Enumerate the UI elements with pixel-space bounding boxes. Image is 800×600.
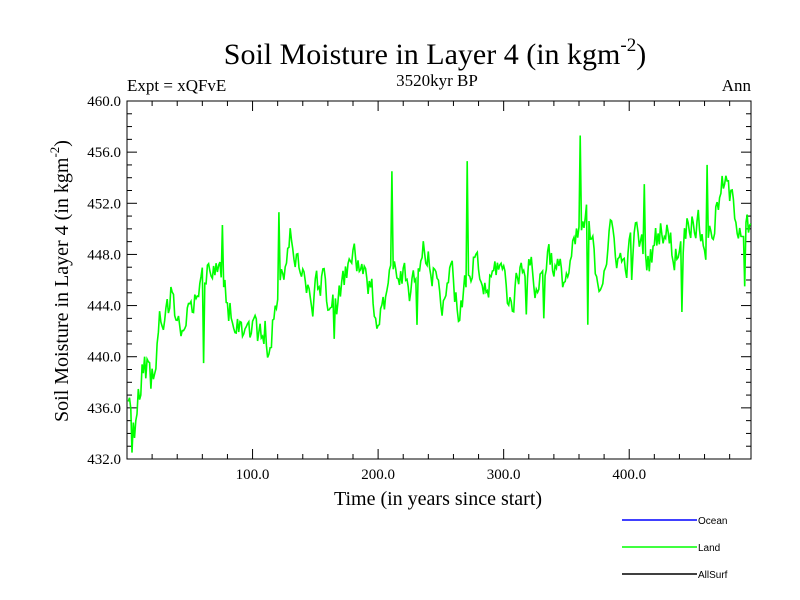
- x-tick-label: 300.0: [487, 467, 521, 483]
- period-label: 3520kyr BP: [396, 71, 478, 90]
- y-axis-label: Soil Moisture in Layer 4 (in kgm-2): [47, 140, 73, 422]
- legend-label-land: Land: [698, 543, 720, 554]
- y-tick-label: 452.0: [87, 196, 121, 212]
- series-line-land: [127, 135, 751, 453]
- x-tick-label: 200.0: [361, 467, 395, 483]
- plot-area: 100.0 200.0 300.0 400.0 432.0 436.0 440.0 444.0…: [87, 94, 752, 483]
- y-tick-label: 460.0: [87, 94, 121, 110]
- x-axis-label: Time (in years since start): [334, 488, 542, 510]
- experiment-label: Expt = xQFvE: [127, 76, 226, 95]
- x-tick-label: 400.0: [612, 467, 646, 483]
- chart-title: Soil Moisture in Layer 4 (in kgm-2): [224, 35, 646, 71]
- y-tick-label: 456.0: [87, 145, 121, 161]
- legend-label-ocean: Ocean: [698, 516, 727, 527]
- y-tick-label: 448.0: [87, 247, 121, 263]
- x-tick-label: 100.0: [236, 467, 270, 483]
- y-tick-label: 432.0: [87, 452, 121, 468]
- y-tick-label: 440.0: [87, 350, 121, 366]
- legend: Ocean Land AllSurf: [622, 516, 728, 581]
- season-label: Ann: [722, 76, 752, 95]
- legend-label-allsurf: AllSurf: [698, 570, 728, 581]
- y-tick-label: 436.0: [87, 401, 121, 417]
- y-tick-label: 444.0: [87, 299, 121, 315]
